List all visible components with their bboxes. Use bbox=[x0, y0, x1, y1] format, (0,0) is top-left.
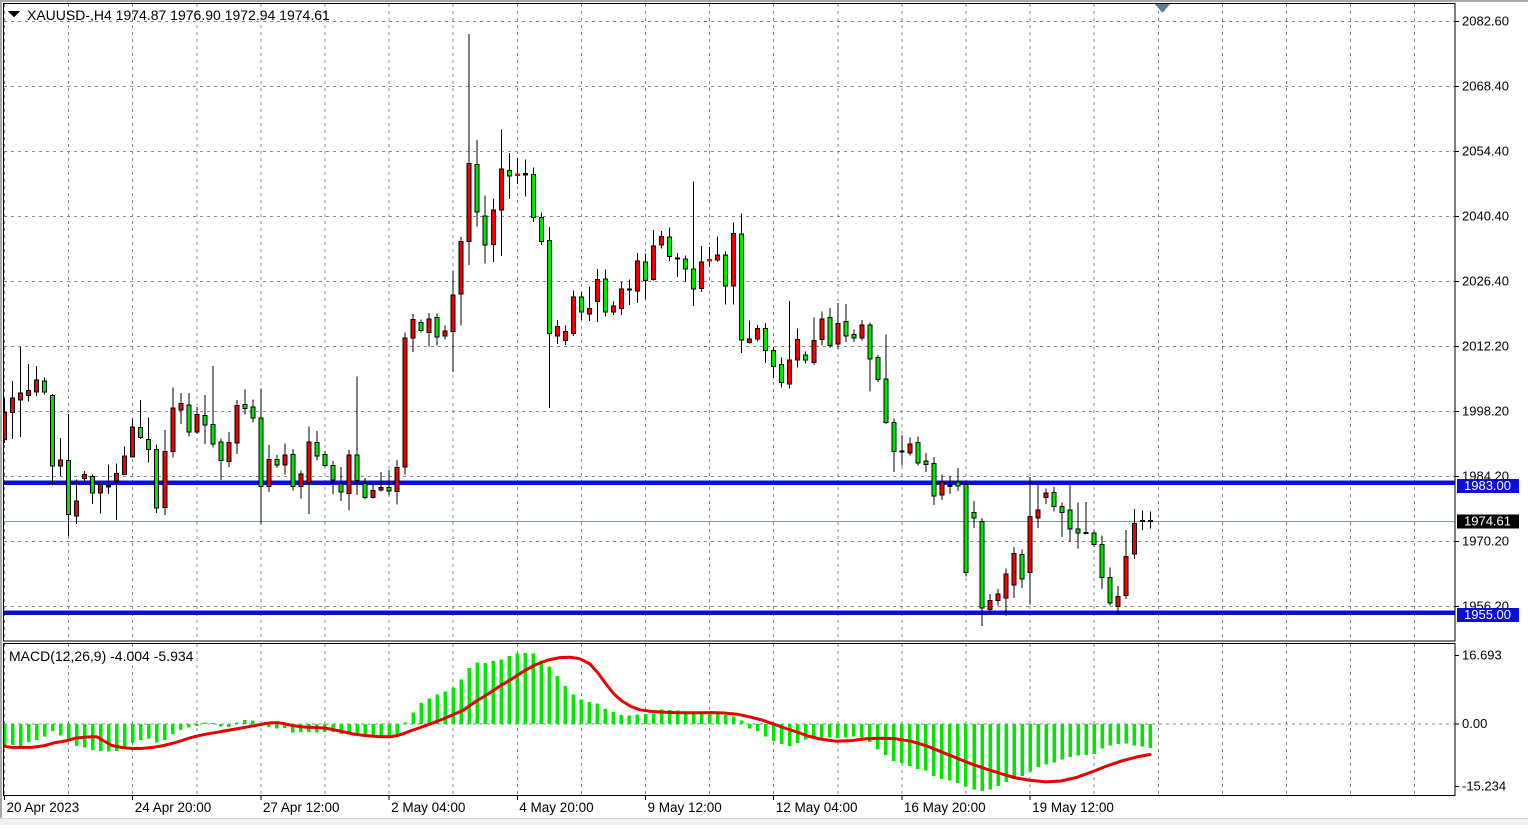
svg-text:2026.40: 2026.40 bbox=[1462, 274, 1509, 289]
svg-text:2068.40: 2068.40 bbox=[1462, 79, 1509, 94]
svg-text:MACD(12,26,9) -4.004 -5.934: MACD(12,26,9) -4.004 -5.934 bbox=[9, 648, 194, 664]
svg-text:24 Apr 20:00: 24 Apr 20:00 bbox=[135, 800, 212, 815]
svg-text:1970.20: 1970.20 bbox=[1462, 534, 1509, 549]
svg-text:2012.20: 2012.20 bbox=[1462, 339, 1509, 354]
svg-text:2054.40: 2054.40 bbox=[1462, 144, 1509, 159]
svg-text:16.693: 16.693 bbox=[1462, 648, 1502, 663]
svg-text:9 May 12:00: 9 May 12:00 bbox=[648, 800, 722, 815]
svg-text:XAUUSD-,H4 1974.87 1976.90 19: XAUUSD-,H4 1974.87 1976.90 1972.94 1974.… bbox=[27, 7, 330, 23]
svg-text:2040.40: 2040.40 bbox=[1462, 209, 1509, 224]
svg-text:2 May 04:00: 2 May 04:00 bbox=[391, 800, 465, 815]
svg-text:4 May 20:00: 4 May 20:00 bbox=[519, 800, 593, 815]
svg-text:1983.00: 1983.00 bbox=[1464, 478, 1511, 493]
svg-text:1998.20: 1998.20 bbox=[1462, 404, 1509, 419]
svg-text:1955.00: 1955.00 bbox=[1464, 607, 1511, 622]
svg-text:19 May 12:00: 19 May 12:00 bbox=[1032, 800, 1114, 815]
svg-text:-15.234: -15.234 bbox=[1462, 779, 1506, 794]
svg-text:20 Apr 2023: 20 Apr 2023 bbox=[7, 800, 80, 815]
svg-text:1974.61: 1974.61 bbox=[1464, 514, 1511, 529]
svg-text:2082.60: 2082.60 bbox=[1462, 14, 1509, 29]
svg-text:27 Apr 12:00: 27 Apr 12:00 bbox=[263, 800, 340, 815]
svg-text:0.00: 0.00 bbox=[1462, 716, 1487, 731]
svg-text:16 May 20:00: 16 May 20:00 bbox=[904, 800, 986, 815]
svg-text:12 May 04:00: 12 May 04:00 bbox=[776, 800, 858, 815]
